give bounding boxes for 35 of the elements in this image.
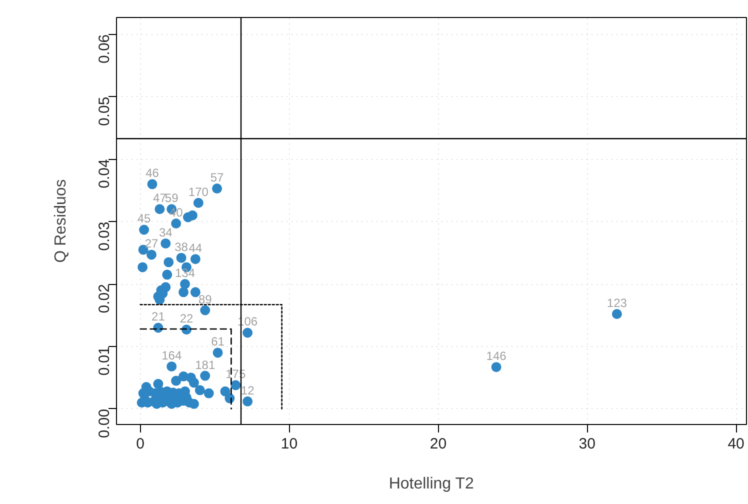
y-tick-label: 0.05 <box>96 96 113 126</box>
y-tick-label: 0.02 <box>96 284 113 314</box>
x-axis-title: Hotelling T2 <box>388 476 474 492</box>
annotation: 170 <box>188 184 209 199</box>
x-tick-label: 40 <box>728 436 744 452</box>
annotation: 123 <box>606 296 628 310</box>
annotation: 134 <box>175 266 196 280</box>
x-tick-label: 0 <box>136 436 144 452</box>
y-tick-label: 0.00 <box>96 408 113 438</box>
annotation: 38 <box>174 240 188 254</box>
annotation: 61 <box>211 334 225 349</box>
annotation: 59 <box>164 191 179 206</box>
annotation: 46 <box>146 166 160 180</box>
annotation: 21 <box>152 310 166 324</box>
y-tick-label: 0.03 <box>96 222 113 251</box>
y-tick-label: 0.04 <box>96 159 113 188</box>
annotation: 146 <box>486 349 507 364</box>
annotation: 45 <box>137 212 152 226</box>
annotation: 22 <box>180 312 194 326</box>
annotation: 44 <box>188 241 202 256</box>
annotation: 34 <box>158 225 173 240</box>
annotation: 57 <box>210 170 224 185</box>
annotation: 40 <box>169 205 184 220</box>
y-axis-title: Q Residuos <box>52 179 70 263</box>
annotation: 164 <box>162 348 182 362</box>
x-tick-label: 30 <box>578 436 596 452</box>
annotation: 12 <box>240 383 255 398</box>
annotation: 181 <box>195 358 216 372</box>
y-tick-label: 0.01 <box>96 346 113 376</box>
annotation: 89 <box>198 292 212 306</box>
annotation: 47 <box>153 191 167 206</box>
x-tick-label: 10 <box>280 436 298 452</box>
annotation: 27 <box>144 236 158 251</box>
y-tick-label: 0.06 <box>96 34 113 64</box>
x-tick-label: 20 <box>430 436 447 452</box>
